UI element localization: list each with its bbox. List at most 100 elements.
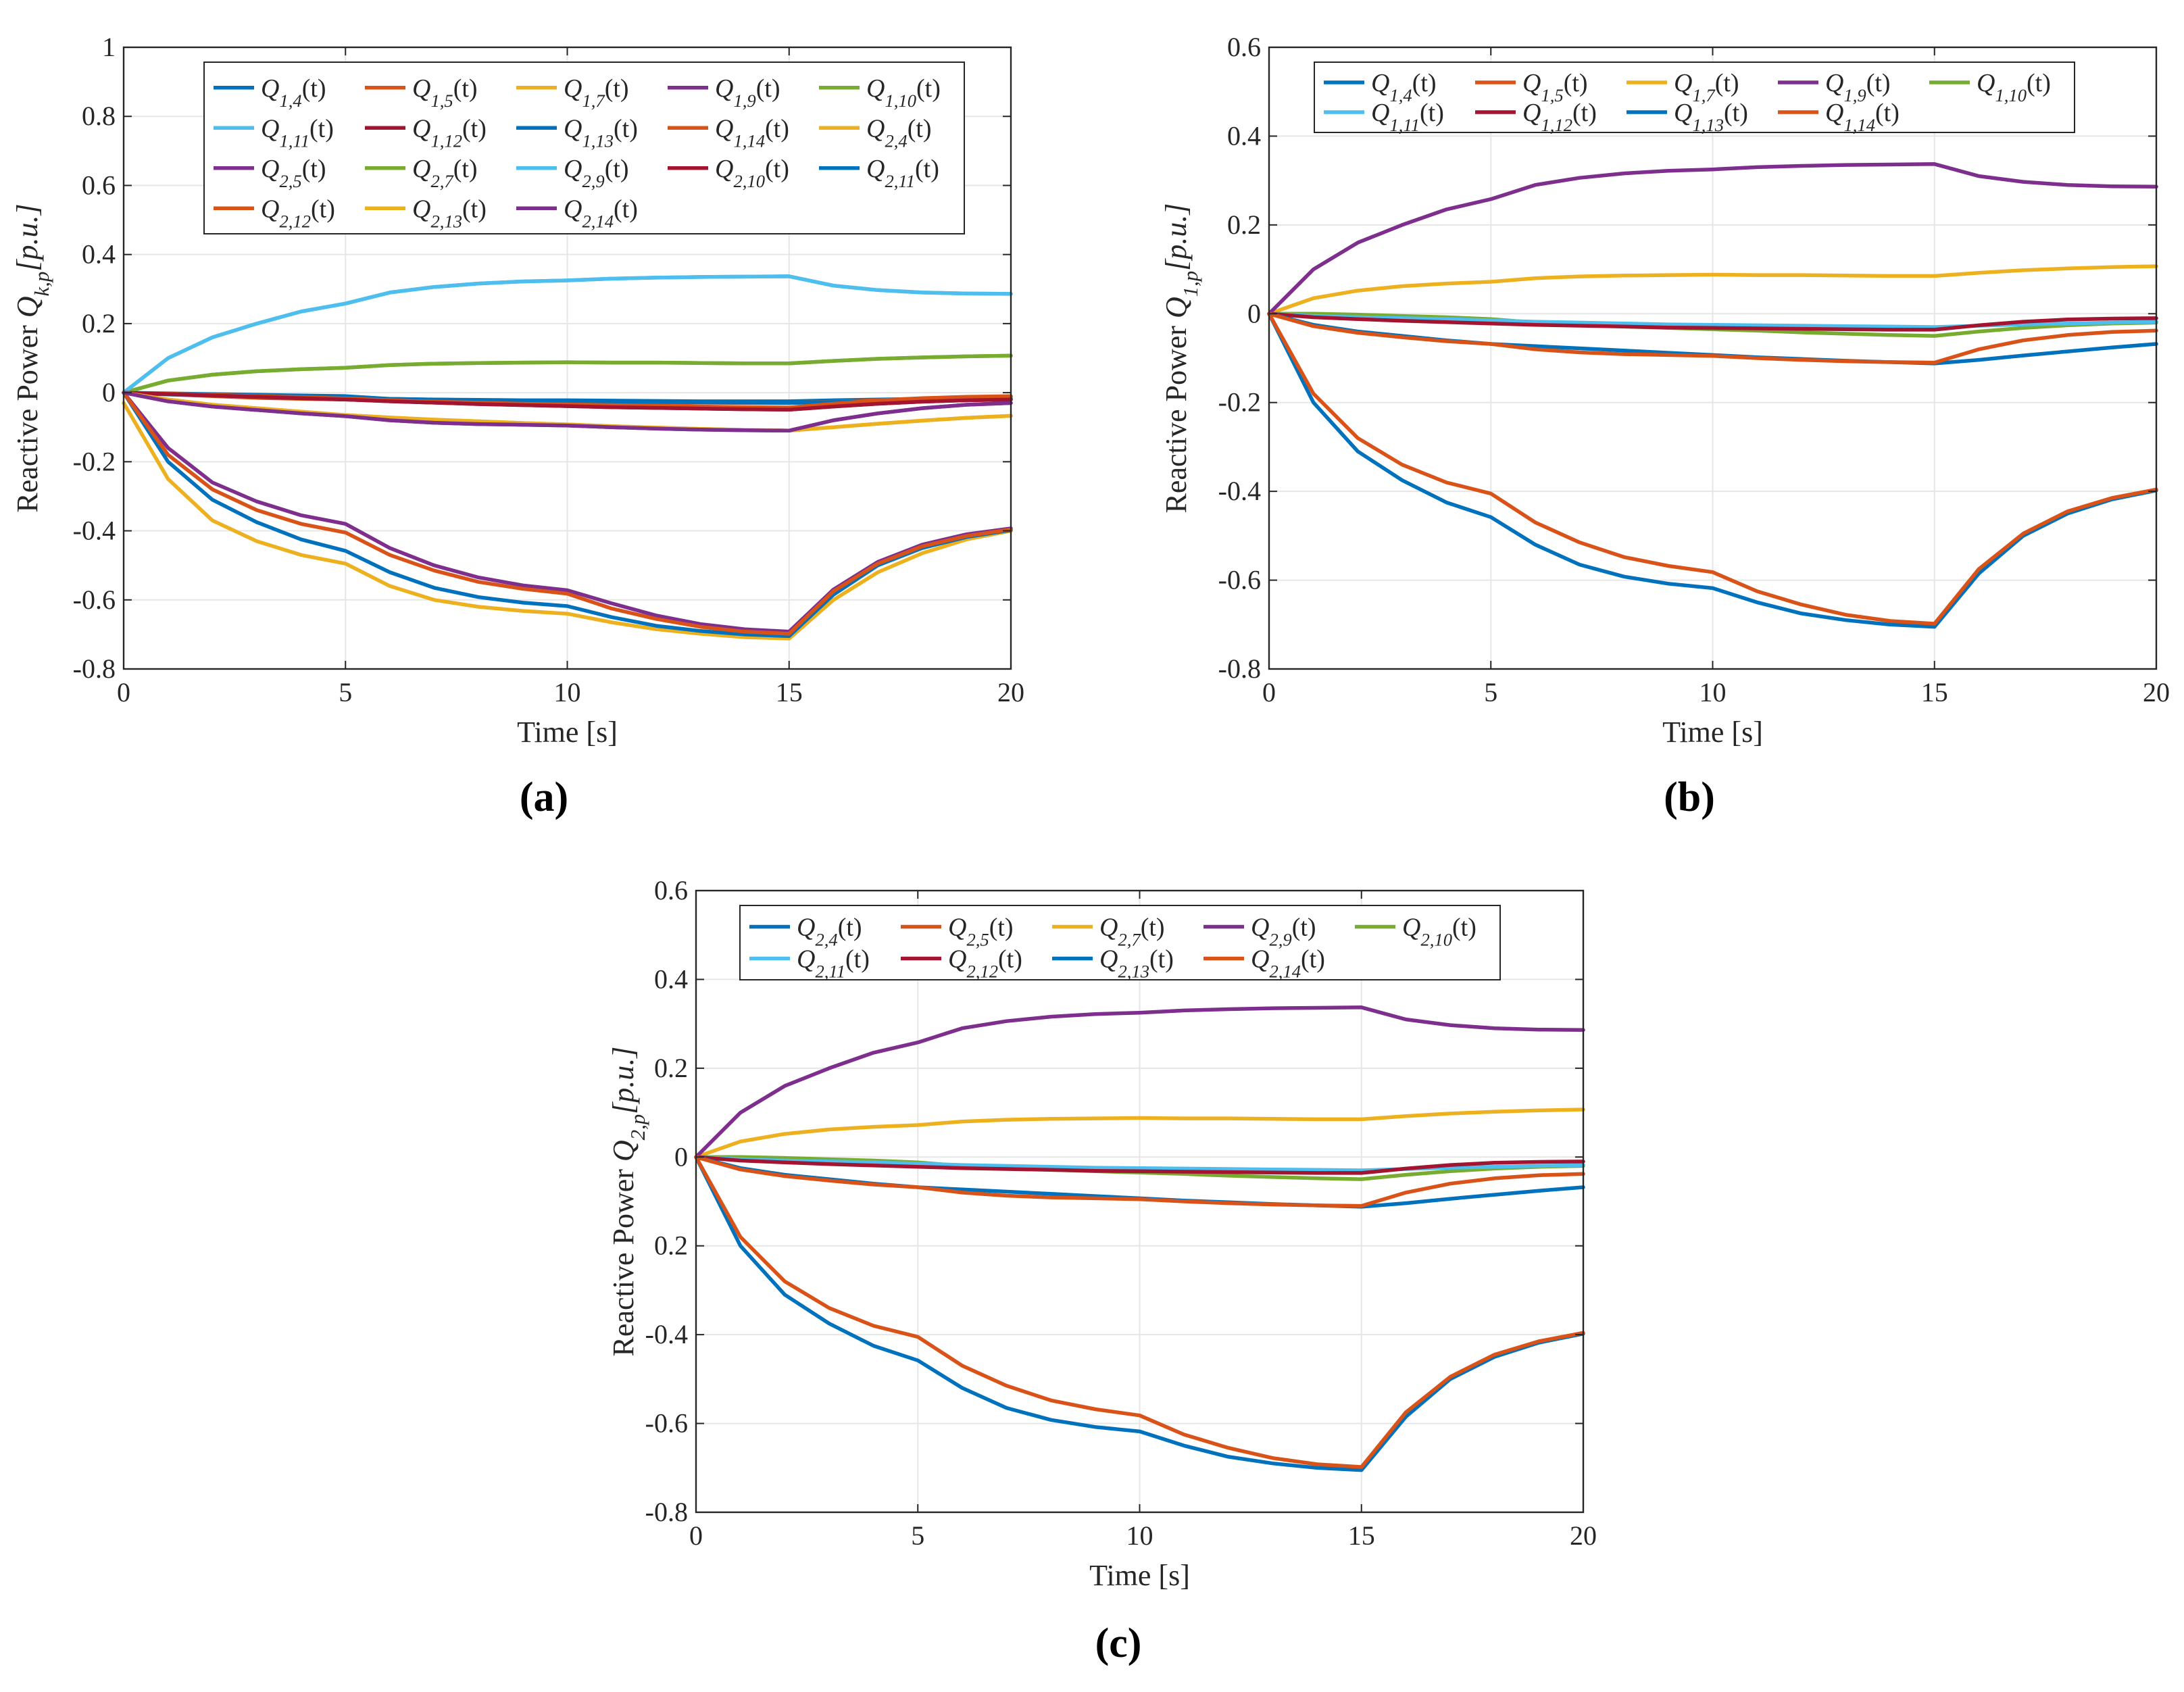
legend-box: [1314, 61, 2075, 133]
legend: Q1,4(t) Q1,5(t) Q1,7(t) Q1,9(t) Q1,10(t) Q1,1…: [203, 61, 965, 234]
legend-entry: Q1,10(t): [1977, 69, 2051, 105]
series-line-2-10: [122, 391, 1013, 412]
y-tick-label: -0.8: [645, 1497, 688, 1527]
x-tick-label: 10: [1699, 677, 1727, 707]
y-tick-label: 0.8: [82, 101, 116, 131]
x-tick-label: 5: [339, 677, 352, 707]
x-tick-label: 20: [997, 677, 1024, 707]
legend-entry: Q2,10(t): [1402, 914, 1476, 950]
legend-entry: Q1,12(t): [412, 114, 487, 151]
legend-entry: Q1,9(t): [715, 74, 780, 111]
y-tick-label: 0.2: [82, 308, 116, 339]
y-tick-label: -0.8: [73, 653, 116, 684]
y-tick-label: 0.2: [1227, 209, 1261, 240]
y-tick-label: 1: [102, 32, 116, 62]
y-tick-label: 0.6: [82, 170, 116, 200]
legend-entry: Q2,13(t): [1099, 945, 1174, 982]
series-line-1-11: [1267, 312, 2158, 329]
series-line-1-4: [1267, 312, 2158, 629]
series-line-1-5: [1267, 312, 2158, 626]
legend-entry: Q2,11(t): [866, 155, 939, 191]
y-tick-label: 0.6: [1227, 32, 1261, 62]
legend-entry: Q2,7(t): [1099, 914, 1165, 950]
series-line-1-7: [1267, 264, 2158, 316]
y-tick-label: -0.2: [1218, 387, 1261, 418]
y-tick-label: -0.4: [73, 516, 116, 546]
subplot-a: 0 5 10 15 20 -0.8 -0.6 -0.4 -0.2 0 0.2 0.4 0.6 0.8 1 Ti…: [11, 32, 1024, 820]
x-axis-label: Time [s]: [1662, 716, 1763, 749]
legend-entry: Q2,14(t): [564, 195, 638, 231]
y-tick-label: -0.2: [73, 446, 116, 476]
series-line-2-11: [694, 1155, 1585, 1172]
x-tick-label: 15: [1921, 677, 1948, 707]
legend-entry: Q2,11(t): [797, 945, 870, 982]
series-line-2-12: [122, 391, 1013, 636]
x-tick-label: 0: [117, 677, 130, 707]
y-tick-label: 0.4: [654, 964, 688, 994]
subplot-c: 0 5 10 15 20 -0.8 -0.6 -0.4 0.2 0 0.2 0.4 0.6 Time [s…: [607, 875, 1597, 1666]
x-tick-label: 10: [1126, 1520, 1153, 1551]
legend-entry: Q2,12(t): [261, 195, 335, 231]
legend-entry: Q1,14(t): [715, 114, 789, 151]
y-axis-label: Reactive Power Qk,p[p.u.]: [11, 203, 53, 512]
x-tick-label: 5: [1484, 677, 1497, 707]
series-line-2-14: [694, 1155, 1585, 1208]
series-line-2-7: [694, 1108, 1585, 1160]
panel-label: (c): [1095, 1620, 1142, 1666]
x-axis-label: Time [s]: [1089, 1559, 1190, 1592]
legend-entry: Q1,4(t): [1371, 69, 1437, 105]
series-line-2-9: [694, 1005, 1585, 1160]
legend-entry: Q1,7(t): [1674, 69, 1739, 105]
legend-entry: Q2,4(t): [866, 114, 932, 151]
series-line-2-14: [122, 391, 1013, 433]
y-tick-label: 0: [674, 1141, 688, 1172]
y-tick-label: 0.4: [1227, 120, 1261, 151]
x-tick-label: 0: [1262, 677, 1276, 707]
x-tick-label: 20: [1570, 1520, 1597, 1551]
series-line-2-11: [122, 391, 1013, 639]
legend-entry: Q2,10(t): [715, 155, 789, 191]
y-axis-label: Reactive Power Q1,p[p.u.]: [1160, 203, 1202, 514]
legend-entry: Q2,5(t): [948, 914, 1014, 950]
series-line-2-5: [694, 1155, 1585, 1469]
y-tick-label: 0.6: [654, 875, 688, 905]
y-tick-label: -0.4: [1218, 476, 1261, 506]
x-tick-label: 0: [689, 1520, 703, 1551]
legend-entry: Q2,4(t): [797, 914, 862, 950]
series-line-2-9: [122, 274, 1013, 395]
y-tick-label: 0.4: [82, 239, 116, 270]
legend-entry: Q1,11(t): [261, 114, 334, 151]
legend-entry: Q1,7(t): [564, 74, 629, 111]
legend-entry: Q2,5(t): [261, 155, 326, 191]
legend-box: [739, 905, 1501, 980]
legend-entry: Q2,9(t): [564, 155, 629, 191]
legend: Q2,4(t) Q2,5(t) Q2,7(t) Q2,9(t) Q2,10(t) Q2,1…: [739, 905, 1501, 982]
y-tick-label: 0.2: [654, 1053, 688, 1083]
legend-entry: Q1,9(t): [1825, 69, 1891, 105]
legend-entry: Q1,10(t): [866, 74, 941, 111]
y-tick-label: -0.6: [645, 1408, 688, 1439]
series-line-2-12: [694, 1155, 1585, 1175]
x-tick-label: 20: [2143, 677, 2170, 707]
x-tick-label: 5: [911, 1520, 924, 1551]
series-line-2-7: [122, 353, 1013, 395]
y-tick-label: -0.6: [1218, 565, 1261, 595]
legend-box: [203, 61, 965, 234]
series-line-2-4: [122, 401, 1013, 641]
x-tick-label: 10: [554, 677, 581, 707]
y-tick-label: 0.2: [654, 1230, 688, 1261]
y-tick-label: -0.4: [645, 1319, 688, 1349]
x-axis-label: Time [s]: [517, 716, 618, 749]
y-tick-label: -0.6: [73, 584, 116, 615]
x-tick-label: 15: [1348, 1520, 1375, 1551]
legend-entry: Q1,12(t): [1522, 99, 1597, 135]
legend-entry: Q1,11(t): [1371, 99, 1444, 135]
legend-entry: Q1,14(t): [1825, 99, 1900, 135]
legend-entry: Q2,12(t): [948, 945, 1022, 982]
legend-entry: Q2,9(t): [1251, 914, 1316, 950]
panel-label: (b): [1664, 774, 1715, 820]
series-line-1-14: [1267, 312, 2158, 365]
x-tick-label: 15: [776, 677, 803, 707]
legend-entry: Q1,13(t): [1674, 99, 1748, 135]
legend-entry: Q2,13(t): [412, 195, 487, 231]
